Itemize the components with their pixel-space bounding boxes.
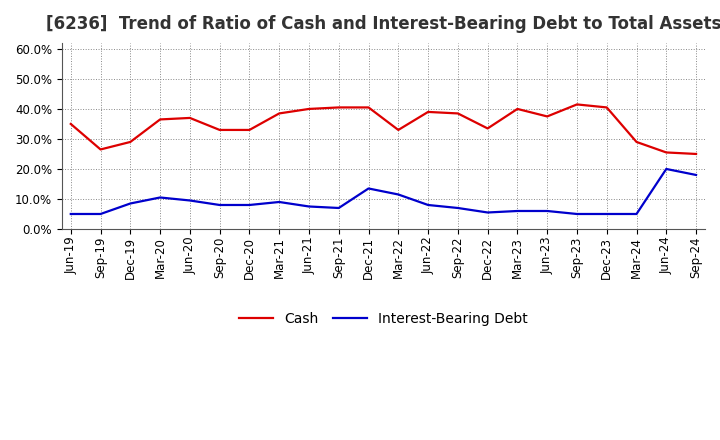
Cash <box>215 127 224 132</box>
Cash <box>275 111 284 116</box>
Interest-Bearing Debt <box>215 202 224 208</box>
Interest-Bearing Debt <box>483 210 492 215</box>
Cash <box>96 147 105 152</box>
Cash <box>454 111 462 116</box>
Interest-Bearing Debt <box>156 195 164 200</box>
Line: Interest-Bearing Debt: Interest-Bearing Debt <box>71 169 696 214</box>
Interest-Bearing Debt <box>245 202 253 208</box>
Cash <box>126 139 135 145</box>
Interest-Bearing Debt <box>454 205 462 211</box>
Interest-Bearing Debt <box>186 198 194 203</box>
Cash <box>483 126 492 131</box>
Cash <box>424 109 433 114</box>
Interest-Bearing Debt <box>126 201 135 206</box>
Cash <box>66 121 75 127</box>
Cash <box>572 102 581 107</box>
Interest-Bearing Debt <box>603 211 611 216</box>
Cash <box>305 106 313 112</box>
Interest-Bearing Debt <box>305 204 313 209</box>
Interest-Bearing Debt <box>335 205 343 211</box>
Interest-Bearing Debt <box>513 209 522 214</box>
Cash <box>662 150 670 155</box>
Interest-Bearing Debt <box>96 211 105 216</box>
Interest-Bearing Debt <box>66 211 75 216</box>
Cash <box>394 127 402 132</box>
Interest-Bearing Debt <box>275 199 284 205</box>
Cash <box>156 117 164 122</box>
Legend: Cash, Interest-Bearing Debt: Cash, Interest-Bearing Debt <box>233 307 534 332</box>
Cash <box>245 127 253 132</box>
Cash <box>603 105 611 110</box>
Interest-Bearing Debt <box>424 202 433 208</box>
Interest-Bearing Debt <box>662 166 670 172</box>
Cash <box>335 105 343 110</box>
Interest-Bearing Debt <box>692 172 701 178</box>
Cash <box>513 106 522 112</box>
Cash <box>364 105 373 110</box>
Cash <box>632 139 641 145</box>
Interest-Bearing Debt <box>632 211 641 216</box>
Cash <box>543 114 552 119</box>
Cash <box>692 151 701 157</box>
Title: [6236]  Trend of Ratio of Cash and Interest-Bearing Debt to Total Assets: [6236] Trend of Ratio of Cash and Intere… <box>46 15 720 33</box>
Cash <box>186 115 194 121</box>
Interest-Bearing Debt <box>394 192 402 197</box>
Line: Cash: Cash <box>71 104 696 154</box>
Interest-Bearing Debt <box>572 211 581 216</box>
Interest-Bearing Debt <box>364 186 373 191</box>
Interest-Bearing Debt <box>543 209 552 214</box>
